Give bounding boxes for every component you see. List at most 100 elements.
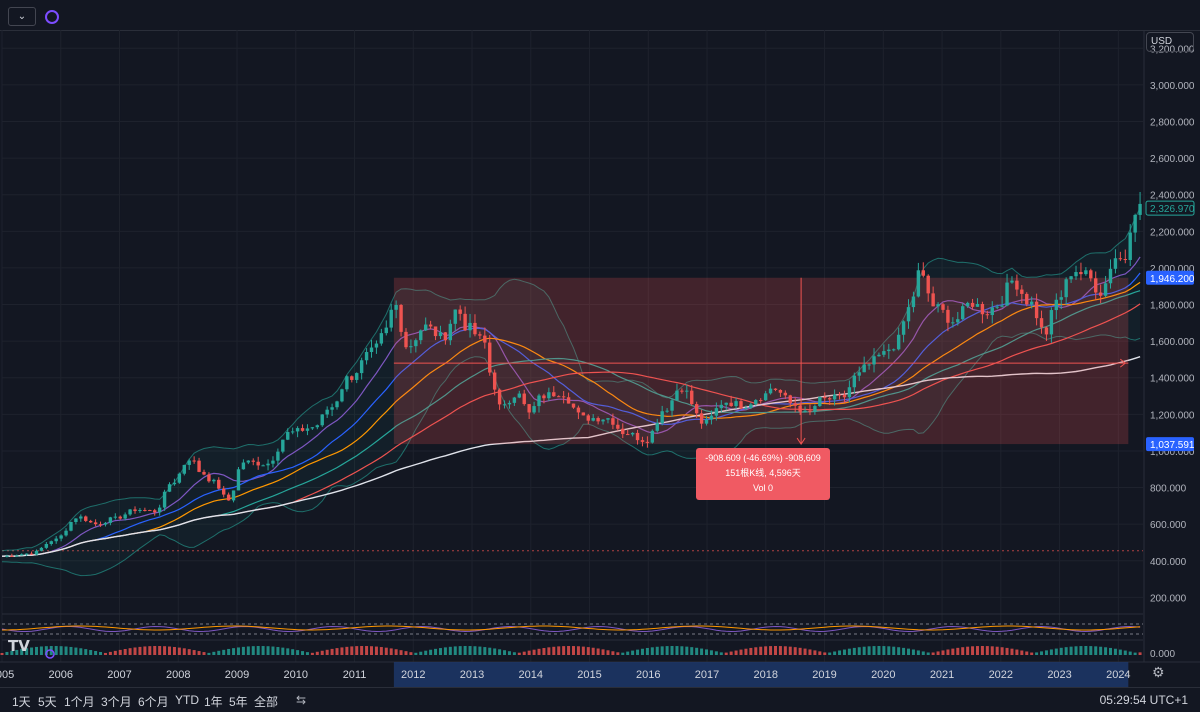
candle-body — [892, 349, 896, 351]
volume-bar — [463, 646, 467, 655]
volume-bar — [838, 650, 842, 655]
volume-bar — [813, 650, 817, 655]
range-all[interactable]: 全部 — [254, 695, 279, 709]
candle-body — [1084, 270, 1088, 275]
volume-bar — [1010, 648, 1014, 655]
candle-body — [803, 410, 807, 412]
x-tick-label: 2020 — [871, 669, 895, 681]
x-tick-label: 2012 — [401, 669, 425, 681]
volume-bar — [907, 648, 911, 655]
date-range-icon[interactable]: ⇆ — [296, 693, 307, 707]
volume-bar — [207, 652, 211, 655]
candle-body — [488, 342, 492, 373]
volume-bar — [946, 649, 950, 655]
range-1y[interactable]: 1年 — [204, 695, 223, 709]
candle-body — [192, 460, 196, 462]
x-tick-label: 2023 — [1047, 669, 1071, 681]
volume-bar — [133, 647, 137, 655]
volume-bar — [921, 651, 925, 655]
candle-body — [921, 270, 925, 276]
volume-bar — [685, 646, 689, 655]
candle-body — [231, 490, 236, 501]
volume-bar — [522, 651, 526, 655]
volume-bar — [586, 647, 590, 655]
volume-bar — [1000, 647, 1004, 655]
volume-bar — [936, 651, 940, 655]
candle-body — [916, 270, 921, 297]
candle-body — [911, 296, 916, 308]
candle-body — [961, 306, 965, 320]
candle-body — [143, 509, 147, 511]
volume-bar — [379, 647, 383, 655]
volume-bar — [345, 646, 349, 655]
gear-icon[interactable]: ⚙ — [1152, 664, 1165, 680]
candle-body — [1059, 297, 1063, 300]
volume-bar — [1079, 646, 1083, 655]
candle-body — [675, 390, 679, 401]
volume-bar — [842, 649, 846, 655]
volume-bar — [251, 646, 255, 655]
candle-body — [847, 387, 852, 398]
candle-body — [601, 419, 605, 422]
volume-bar — [980, 646, 984, 655]
y-tick-label: 1,800.000 — [1150, 301, 1195, 312]
range-6m[interactable]: 6个月 — [138, 695, 169, 709]
measure-tooltip — [696, 448, 830, 500]
candle-body — [709, 415, 714, 420]
volume-bar — [1054, 648, 1058, 655]
volume-bar — [1040, 651, 1044, 655]
candle-body — [379, 333, 384, 344]
candle-body — [699, 413, 704, 424]
range-5d[interactable]: 5天 — [38, 695, 57, 709]
range-1m[interactable]: 1个月 — [64, 695, 95, 709]
volume-bar — [1113, 648, 1117, 655]
volume-bar — [537, 648, 541, 655]
candle-body — [773, 388, 778, 390]
candle-body — [995, 306, 999, 308]
candle-body — [1015, 280, 1019, 290]
candle-body — [1010, 280, 1014, 283]
volume-bar — [892, 646, 896, 655]
y-tick-label: 1,000.000 — [1150, 447, 1195, 458]
candle-body — [749, 404, 753, 408]
x-tick-label: 2024 — [1106, 669, 1130, 681]
chevron-down-icon[interactable]: ⌄ — [8, 7, 36, 26]
volume-bar — [177, 647, 181, 655]
candle-body — [739, 401, 743, 409]
price-label-box — [1146, 270, 1194, 285]
bollinger-lower — [1, 332, 1141, 577]
candle-body — [118, 516, 122, 519]
currency-selector[interactable]: USD — [1146, 32, 1194, 52]
volume-bar — [1123, 650, 1127, 655]
y-tick-label: 2,200.000 — [1150, 227, 1195, 238]
volume-bar — [596, 648, 600, 655]
candle-body — [340, 389, 344, 402]
volume-bar — [138, 646, 142, 655]
x-tick-label: 2021 — [930, 669, 954, 681]
candle-body — [39, 547, 44, 551]
range-3m[interactable]: 3个月 — [101, 695, 132, 709]
volume-bar — [34, 646, 38, 655]
volume-bar — [493, 648, 497, 655]
candle-body — [305, 428, 310, 431]
volume-bar — [89, 650, 93, 655]
candle-body — [148, 510, 152, 512]
volume-bar — [749, 647, 753, 655]
range-1d[interactable]: 1天 — [12, 695, 31, 709]
y-tick-label: 1,400.000 — [1150, 374, 1195, 385]
range-5y[interactable]: 5年 — [229, 695, 248, 709]
volume-bar — [808, 649, 812, 655]
candle-body — [93, 522, 98, 525]
volume-bar — [621, 652, 625, 655]
candle-body — [729, 402, 733, 407]
volume-bar — [128, 648, 132, 655]
volume-bar — [310, 652, 314, 655]
x-tick-label: 2015 — [577, 669, 601, 681]
refresh-circle-icon[interactable] — [45, 10, 59, 24]
volume-bar — [512, 652, 516, 655]
y-tick-label: 200.000 — [1150, 593, 1187, 604]
range-ytd[interactable]: YTD — [175, 693, 199, 707]
candle-body — [611, 418, 615, 425]
volume-bar — [818, 651, 822, 655]
